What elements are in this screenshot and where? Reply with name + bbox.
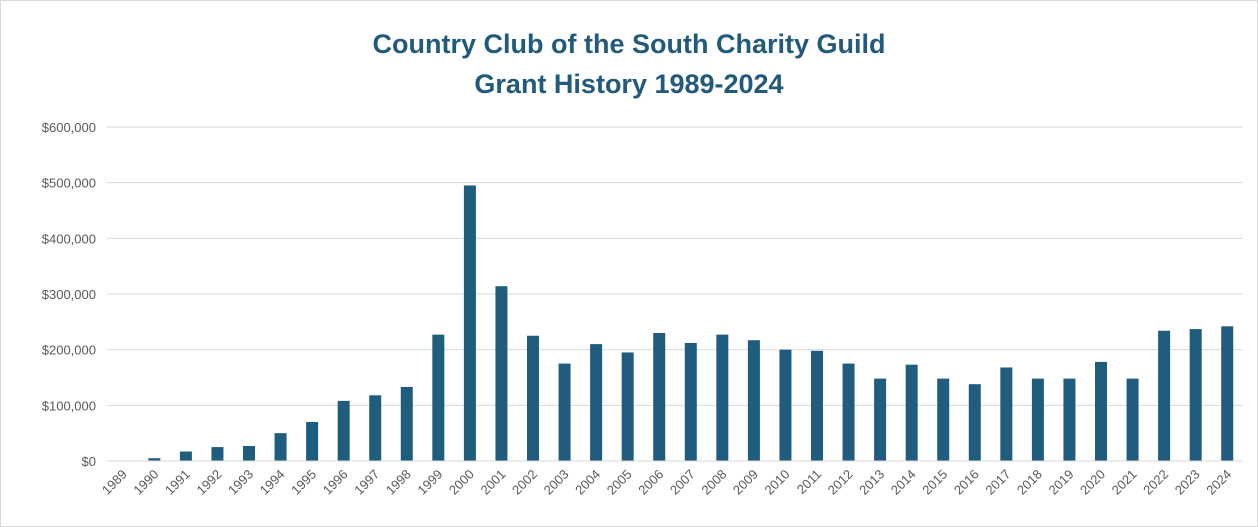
x-tick-label-2004: 2004 <box>572 467 603 498</box>
x-tick-label-1999: 1999 <box>414 467 445 498</box>
bar-1992 <box>211 447 224 461</box>
bar-2019 <box>1063 378 1076 461</box>
x-tick-label-2007: 2007 <box>667 467 698 498</box>
bar-2006 <box>653 332 666 461</box>
x-tick-label-2002: 2002 <box>509 467 540 498</box>
bar-1998 <box>400 386 413 461</box>
bar-1996 <box>337 400 350 461</box>
bar-2018 <box>1031 378 1044 461</box>
x-tick-label-2009: 2009 <box>730 467 761 498</box>
y-tick-label: $200,000 <box>42 343 96 358</box>
bar-2011 <box>811 350 823 461</box>
y-tick-label: $500,000 <box>42 176 96 191</box>
x-axis-ticks: 1989 1990 1991 1992 1993 1994 1995 1996 1997 1998… <box>99 467 1235 498</box>
bar-1994 <box>274 433 287 461</box>
x-tick-label-2008: 2008 <box>698 467 729 498</box>
x-tick-label-2017: 2017 <box>982 467 1013 498</box>
x-tick-label-2016: 2016 <box>951 467 982 498</box>
x-tick-label-2021: 2021 <box>1109 467 1140 498</box>
x-tick-label-1993: 1993 <box>225 467 256 498</box>
bar-2001 <box>495 286 508 461</box>
gridlines <box>107 126 1243 406</box>
bar-1999 <box>432 334 445 461</box>
bar-2023 <box>1189 329 1202 461</box>
x-tick-label-2000: 2000 <box>446 467 477 498</box>
bar-2021 <box>1126 378 1139 461</box>
y-tick-label: $100,000 <box>42 398 96 413</box>
bar-2017 <box>1000 367 1013 461</box>
bar-2010 <box>779 349 792 461</box>
bar-2005 <box>621 352 634 461</box>
x-tick-label-2023: 2023 <box>1172 467 1203 498</box>
x-tick-label-2020: 2020 <box>1077 467 1108 498</box>
bar-1993 <box>243 445 255 461</box>
x-tick-label-2015: 2015 <box>919 467 950 498</box>
x-tick-label-2024: 2024 <box>1203 467 1234 498</box>
chart-title: Country Club of the South Charity Guild <box>372 29 886 59</box>
x-tick-label-1998: 1998 <box>383 467 414 498</box>
x-tick-label-2003: 2003 <box>541 467 572 498</box>
bars <box>148 185 1234 461</box>
x-tick-label-1990: 1990 <box>130 467 161 498</box>
x-tick-label-1992: 1992 <box>194 467 225 498</box>
bar-2022 <box>1158 330 1171 461</box>
x-tick-label-2013: 2013 <box>856 467 887 498</box>
bar-2012 <box>842 363 855 461</box>
y-tick-label: $400,000 <box>42 231 96 246</box>
x-tick-label-2001: 2001 <box>478 467 509 498</box>
x-tick-label-2019: 2019 <box>1046 467 1077 498</box>
bar-2008 <box>716 334 729 461</box>
x-tick-label-2022: 2022 <box>1140 467 1171 498</box>
y-tick-label: $0 <box>82 454 96 469</box>
x-tick-label-2012: 2012 <box>825 467 856 498</box>
y-tick-label: $600,000 <box>42 120 96 135</box>
bar-2002 <box>527 335 539 461</box>
chart-title-block: Country Club of the South Charity Guild … <box>0 24 1258 104</box>
bar-1995 <box>306 422 319 461</box>
x-tick-label-1994: 1994 <box>257 467 288 498</box>
x-tick-label-2005: 2005 <box>604 467 635 498</box>
x-tick-label-1991: 1991 <box>162 467 193 498</box>
bar-1990 <box>148 458 161 461</box>
x-tick-label-1989: 1989 <box>99 467 130 498</box>
y-axis-ticks: $0 $100,000 $200,000 $300,000 $400,000 $500,0… <box>42 120 96 469</box>
bar-2013 <box>874 378 887 461</box>
bar-2014 <box>905 364 918 461</box>
bar-2020 <box>1095 361 1107 461</box>
x-tick-label-2006: 2006 <box>635 467 666 498</box>
bar-1997 <box>369 395 382 461</box>
x-tick-label-1997: 1997 <box>351 467 382 498</box>
bar-2000 <box>463 185 476 461</box>
x-tick-label-1995: 1995 <box>288 467 319 498</box>
bar-2004 <box>590 344 603 461</box>
bar-2024 <box>1221 326 1234 461</box>
bar-2003 <box>558 363 571 461</box>
bar-2009 <box>747 340 760 461</box>
x-tick-label-2014: 2014 <box>888 467 919 498</box>
bar-1991 <box>179 451 192 461</box>
x-tick-label-1996: 1996 <box>320 467 351 498</box>
y-tick-label: $300,000 <box>42 287 96 302</box>
x-tick-label-2010: 2010 <box>762 467 793 498</box>
chart-subtitle: Grant History 1989-2024 <box>474 69 784 99</box>
x-tick-label-2011: 2011 <box>794 467 824 497</box>
bar-2015 <box>937 378 950 461</box>
x-tick-label-2018: 2018 <box>1014 467 1045 498</box>
bar-2007 <box>684 342 697 461</box>
bar-2016 <box>968 384 981 461</box>
